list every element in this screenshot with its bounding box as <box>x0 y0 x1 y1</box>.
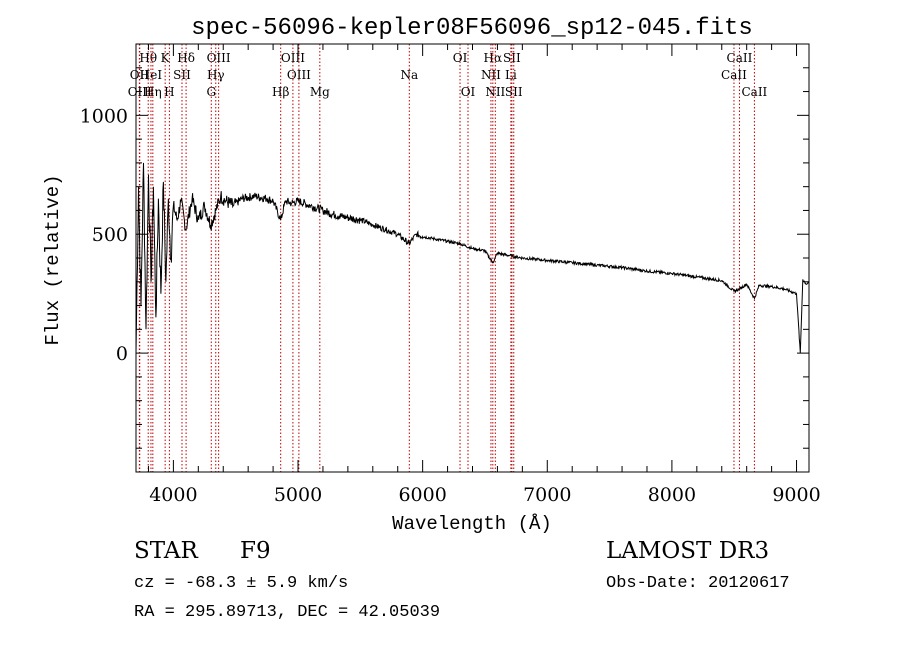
x-tick-label: 7000 <box>523 484 571 506</box>
marker-label: G <box>206 85 216 99</box>
chart-title: spec-56096-kepler08F56096_sp12-045.fits <box>191 15 753 42</box>
marker-label: Hβ <box>272 85 289 99</box>
marker-label: Hα <box>484 51 503 65</box>
axes: 4000 5000 6000 7000 8000 9000 0 500 1000 <box>80 43 821 506</box>
marker-label: OIII <box>281 51 305 65</box>
marker-label: CaII <box>741 85 767 99</box>
marker-label: NII <box>481 68 501 82</box>
x-tick-label: 5000 <box>274 484 322 506</box>
marker-label: Li <box>505 68 517 82</box>
y-axis-label: Flux (relative) <box>42 174 64 345</box>
spectrum-series <box>135 162 810 354</box>
marker-label: K <box>161 51 171 65</box>
y-tick-label: 0 <box>116 343 128 365</box>
marker-label: H <box>164 85 174 99</box>
marker-label: OI <box>461 85 476 99</box>
marker-label: CaII <box>727 51 753 65</box>
marker-label: SII <box>505 85 523 99</box>
x-axis-label: Wavelength (Å) <box>392 513 552 535</box>
marker-label: Na <box>400 68 418 82</box>
plot-frame <box>135 43 810 473</box>
marker-label: Hη <box>144 85 162 99</box>
x-tick-label: 8000 <box>648 484 696 506</box>
marker-label: SII <box>173 68 191 82</box>
marker-label: CaII <box>721 68 747 82</box>
marker-label: HeI <box>140 68 163 82</box>
y-tick-label: 500 <box>92 224 128 246</box>
marker-label: OIII <box>287 68 311 82</box>
x-tick-label: 9000 <box>772 484 820 506</box>
marker-label: Hδ <box>177 51 195 65</box>
object-class: STAR <box>134 538 198 564</box>
x-tick-label: 6000 <box>398 484 446 506</box>
redshift-info: cz = -68.3 ± 5.9 km/s <box>134 574 349 593</box>
object-subclass: F9 <box>240 538 271 564</box>
marker-label: OI <box>453 51 468 65</box>
marker-label: SII <box>503 51 521 65</box>
survey-name: LAMOST DR3 <box>606 538 770 564</box>
obs-date: Obs-Date: 20120617 <box>606 574 790 593</box>
marker-label: OIII <box>207 51 231 65</box>
marker-label: OII <box>130 68 150 82</box>
x-tick-label: 4000 <box>149 484 197 506</box>
marker-label: Hγ <box>207 68 225 82</box>
coordinates: RA = 295.89713, DEC = 42.05039 <box>134 603 441 622</box>
marker-label: Hθ <box>139 51 157 65</box>
marker-label: Mg <box>310 85 330 99</box>
marker-label: NII <box>485 85 505 99</box>
spectrum-line <box>135 162 810 354</box>
y-tick-label: 1000 <box>80 105 128 127</box>
